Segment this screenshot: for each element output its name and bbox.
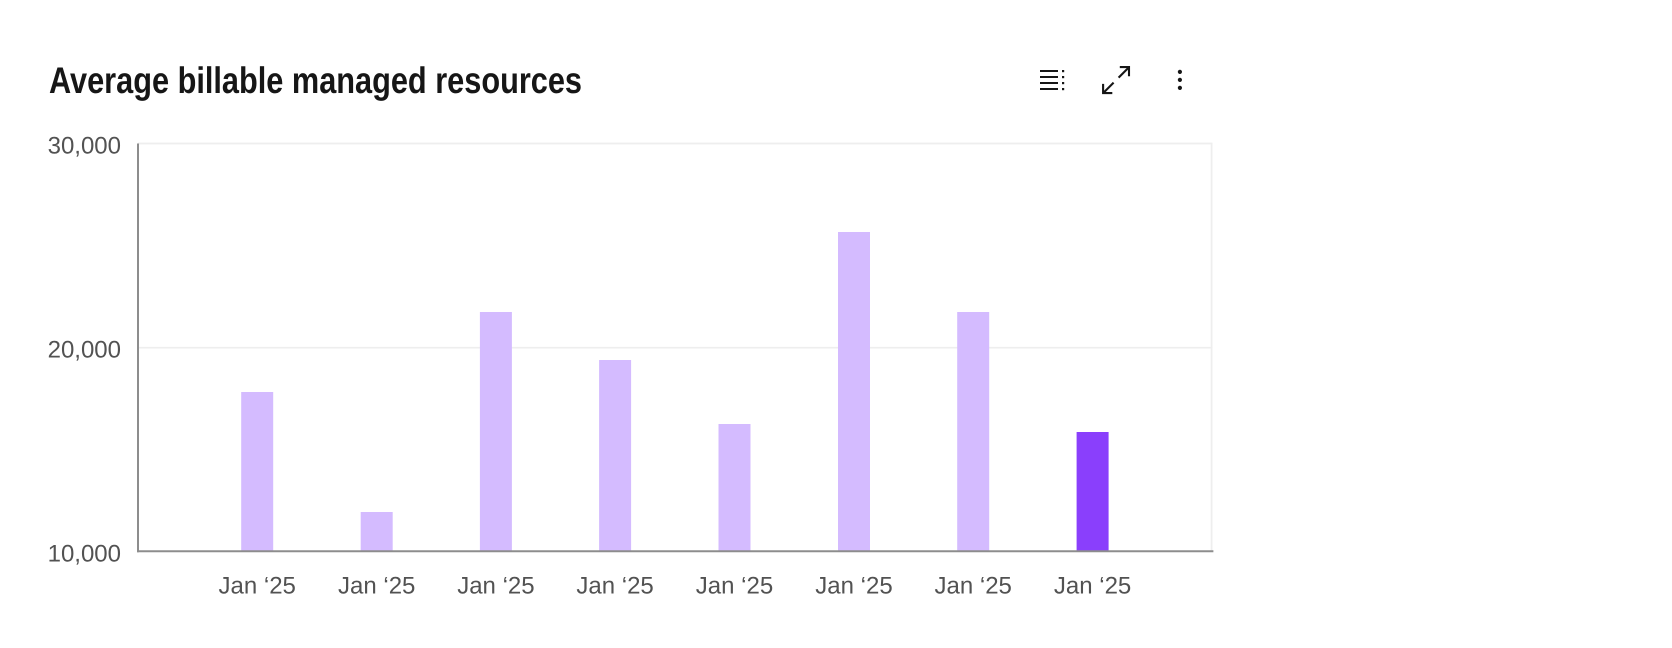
svg-text:30,000: 30,000	[48, 133, 121, 160]
svg-text:Average billable managed resou: Average billable managed resources	[49, 60, 582, 101]
svg-text:Jan ‘25: Jan ‘25	[696, 573, 773, 600]
svg-text:Jan ‘25: Jan ‘25	[1054, 573, 1131, 600]
svg-text:10,000: 10,000	[48, 541, 121, 568]
svg-text:Jan ‘25: Jan ‘25	[338, 573, 415, 600]
svg-text:Jan ‘25: Jan ‘25	[935, 573, 1012, 600]
svg-text:Jan ‘25: Jan ‘25	[219, 573, 296, 600]
svg-text:Jan ‘25: Jan ‘25	[457, 573, 534, 600]
svg-text:20,000: 20,000	[48, 337, 121, 364]
svg-text:Jan ‘25: Jan ‘25	[576, 573, 653, 600]
svg-text:Jan ‘25: Jan ‘25	[815, 573, 892, 600]
